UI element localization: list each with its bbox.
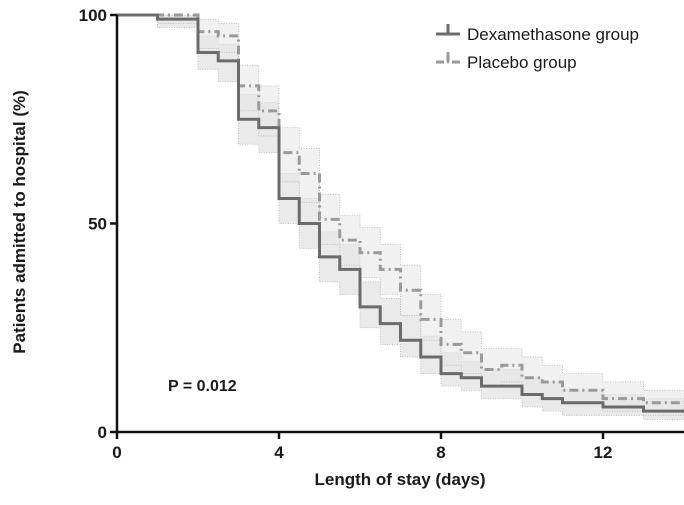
confidence-bands <box>117 14 684 420</box>
y-tick-label: 50 <box>88 215 107 234</box>
legend-label-placebo: Placebo group <box>467 53 577 72</box>
x-tick-label: 8 <box>436 443 445 462</box>
y-tick-label: 0 <box>98 423 107 442</box>
ci-band-dexamethasone <box>117 14 684 420</box>
x-axis-title: Length of stay (days) <box>315 470 486 489</box>
x-tick-label: 4 <box>274 443 284 462</box>
legend-item-dexamethasone: Dexamethasone group <box>436 24 639 44</box>
legend-item-placebo: Placebo group <box>436 52 577 72</box>
tick-labels: 0 50 100 0 4 8 12 <box>79 6 613 462</box>
x-tick-label: 0 <box>112 443 121 462</box>
legend-label-dexamethasone: Dexamethasone group <box>467 25 639 44</box>
y-tick-label: 100 <box>79 6 107 25</box>
p-value-annotation: P = 0.012 <box>168 378 237 395</box>
legend: Dexamethasone group Placebo group <box>436 24 639 72</box>
series-line-dexamethasone <box>117 13 684 413</box>
axes <box>110 13 684 439</box>
series-lines <box>117 13 684 413</box>
y-axis-title: Patients admitted to hospital (%) <box>10 90 29 354</box>
series-line-placebo <box>117 13 684 405</box>
ci-band-placebo <box>117 14 684 416</box>
x-tick-label: 12 <box>594 443 613 462</box>
